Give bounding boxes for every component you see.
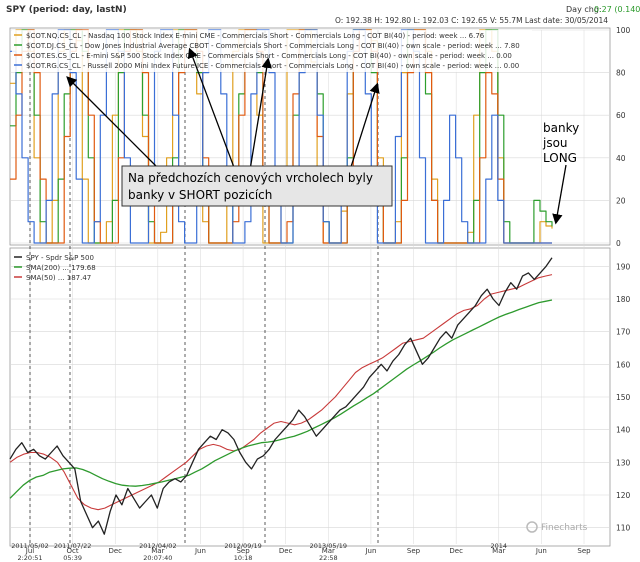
x-time-label: 10:18 bbox=[234, 554, 253, 562]
x-time-label: 22:58 bbox=[319, 554, 338, 562]
x-tick-label: Jun bbox=[535, 547, 547, 555]
series-line-sma200 bbox=[9, 299, 553, 499]
x-tick-label: Sep bbox=[407, 547, 421, 555]
day-change-value: 0.27 (0.140%) bbox=[594, 5, 640, 14]
legend-spy: SPY - Spdr S&P 500 bbox=[26, 254, 94, 262]
price-series-group bbox=[9, 257, 553, 535]
annotation-arrows bbox=[66, 47, 567, 225]
legend-sma200: SMA(200) ... 179.68 bbox=[26, 264, 96, 272]
series-line-rty bbox=[10, 29, 552, 244]
cot-y-tick-label: 80 bbox=[616, 69, 626, 78]
ohlc-readout: O: 192.38 H: 192.80 L: 192.03 C: 192.65 … bbox=[335, 16, 608, 25]
price-y-tick-label: 120 bbox=[616, 491, 631, 500]
arrow-banky bbox=[552, 164, 567, 225]
x-date-label: 2012/09/19 bbox=[224, 542, 261, 550]
price-y-tick-label: 170 bbox=[616, 328, 631, 337]
price-y-tick-label: 190 bbox=[616, 262, 631, 271]
price-legend: SPY - Spdr S&P 500 SMA(200) ... 179.68 S… bbox=[14, 254, 96, 282]
cot-y-tick-label: 100 bbox=[616, 26, 631, 35]
x-tick-label: Jun bbox=[364, 547, 376, 555]
annotation-box: Na předchozích cenových vrcholech byly b… bbox=[121, 165, 393, 207]
x-tick-label: Dec bbox=[279, 547, 293, 555]
watermark-text: Finecharts bbox=[541, 523, 588, 533]
x-time-label: 20:07:40 bbox=[143, 554, 172, 562]
symbol-title: SPY (period: day, lastN) bbox=[6, 5, 127, 15]
price-y-tick-label: 140 bbox=[616, 426, 631, 435]
finecharts-logo-icon bbox=[526, 521, 538, 533]
legend-ndx: $COT.NQ.CS_CL - Nasdaq 100 Stock Index E… bbox=[26, 32, 485, 40]
annotation-line-2: banky v SHORT pozicích bbox=[128, 188, 272, 202]
annotation-line-1: Na předchozích cenových vrcholech byly bbox=[128, 171, 373, 185]
x-tick-label: Mar bbox=[492, 547, 505, 555]
watermark: Finecharts bbox=[526, 521, 588, 533]
banky-line-2: jsou bbox=[542, 136, 568, 150]
x-tick-label: Dec bbox=[108, 547, 122, 555]
arrow-2 bbox=[187, 47, 236, 171]
x-tick-label: Mar bbox=[322, 547, 335, 555]
cot-y-tick-label: 60 bbox=[616, 111, 626, 120]
annotation-box-bg bbox=[121, 165, 393, 207]
legend-dj: $COT.DJ.CS_CL - Dow Jones Industrial Ave… bbox=[26, 42, 520, 50]
legend-es: $COT.ES.CS_CL - E-mini S&P 500 Stock Ind… bbox=[26, 52, 512, 60]
price-y-tick-label: 180 bbox=[616, 295, 631, 304]
x-date-label: 2012/04/02 bbox=[139, 542, 176, 550]
x-time-label: 2:20:51 bbox=[17, 554, 42, 562]
arrow-3 bbox=[249, 57, 272, 171]
banky-line-1: banky bbox=[543, 121, 579, 135]
x-tick-label: Sep bbox=[577, 547, 591, 555]
day-change-label: Day chg: bbox=[566, 5, 602, 14]
cot-legend: $COT.NQ.CS_CL - Nasdaq 100 Stock Index E… bbox=[12, 30, 532, 72]
legend-rty: $COT.RG.CS_CL - Russell 2000 Mini Index … bbox=[26, 62, 519, 70]
series-line-spy bbox=[9, 257, 553, 535]
arrow-4 bbox=[349, 82, 380, 171]
x-date-label: 2013/05/19 bbox=[310, 542, 347, 550]
price-y-tick-label: 110 bbox=[616, 524, 631, 533]
legend-sma50: SMA(50) ... 187.47 bbox=[26, 274, 91, 282]
banky-line-3: LONG bbox=[543, 151, 577, 165]
x-date-label: 2011/05/02 bbox=[11, 542, 48, 550]
price-y-axis: 110 120 130 140 150 160 170 180 190 bbox=[616, 262, 631, 532]
x-tick-label: Sep bbox=[236, 547, 250, 555]
x-time-label: 05:39 bbox=[63, 554, 82, 562]
banky-note: banky jsou LONG bbox=[542, 121, 579, 165]
price-y-tick-label: 130 bbox=[616, 458, 631, 467]
cot-y-axis: 0 20 40 60 80 100 bbox=[616, 26, 631, 248]
x-tick-label: Dec bbox=[449, 547, 463, 555]
cot-y-tick-label: 0 bbox=[616, 239, 621, 248]
x-tick-label: Jun bbox=[194, 547, 206, 555]
price-y-tick-label: 160 bbox=[616, 360, 631, 369]
x-tick-label: Jul bbox=[25, 547, 35, 555]
cot-y-tick-label: 40 bbox=[616, 154, 626, 163]
arrow-1 bbox=[66, 76, 161, 171]
x-tick-label: Mar bbox=[151, 547, 164, 555]
series-line-sma50 bbox=[9, 274, 553, 511]
x-date-label: 2014 bbox=[490, 542, 507, 550]
cot-panel-frame bbox=[9, 27, 611, 246]
price-y-tick-label: 150 bbox=[616, 393, 631, 402]
x-tick-label: Oct bbox=[67, 547, 79, 555]
x-date-label: 2011/07/22 bbox=[54, 542, 91, 550]
cot-y-tick-label: 20 bbox=[616, 196, 626, 205]
